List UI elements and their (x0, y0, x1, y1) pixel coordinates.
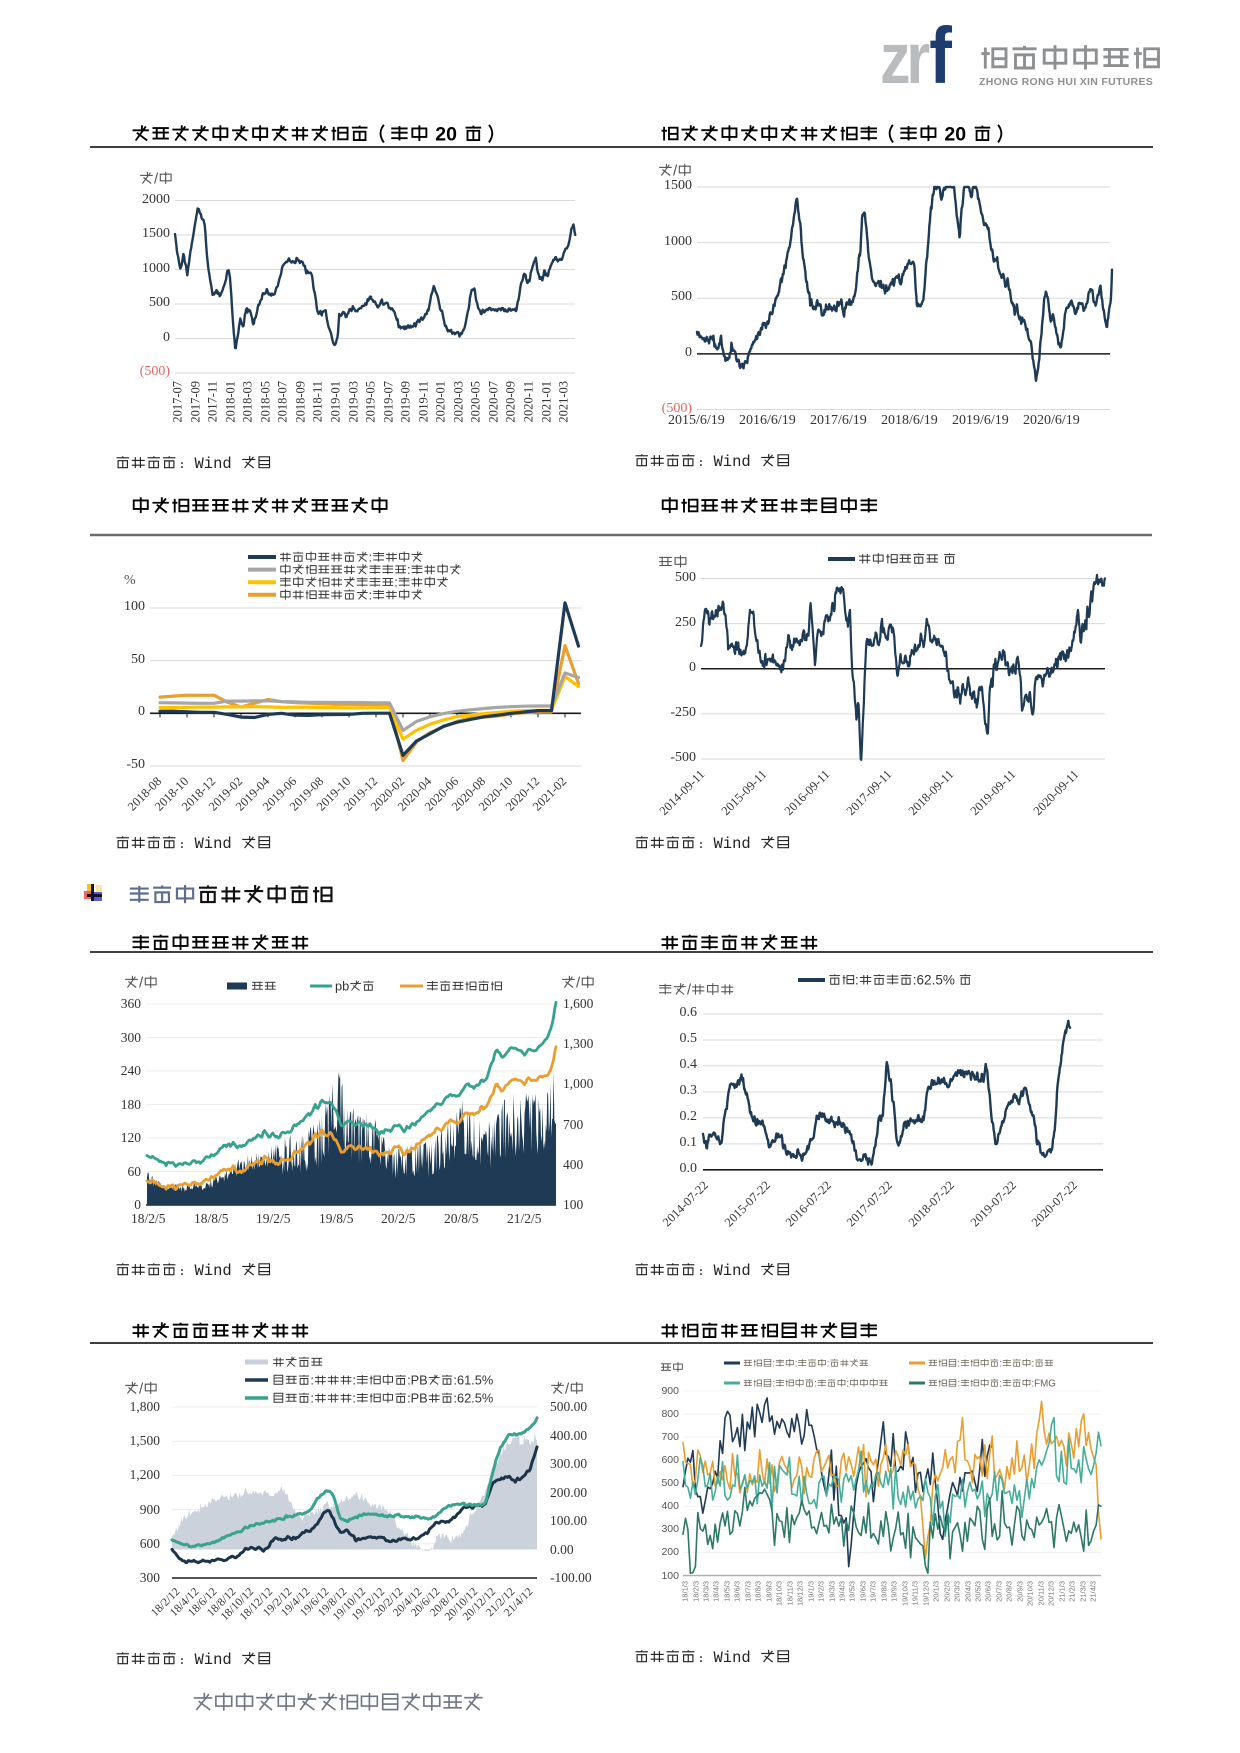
svg-text:/: / (139, 975, 144, 992)
svg-text:20: 20 (944, 124, 966, 146)
svg-text::: : (407, 562, 411, 577)
svg-text::PB: :PB (407, 1373, 428, 1388)
svg-text:Wind: Wind (714, 453, 751, 471)
svg-text::: : (795, 1359, 798, 1370)
svg-text:Wind: Wind (195, 1651, 232, 1669)
svg-text:/: / (139, 1381, 144, 1398)
svg-text:/: / (576, 975, 581, 992)
svg-text::: : (310, 1391, 314, 1406)
svg-text::: : (957, 1359, 960, 1370)
svg-text::: : (827, 1359, 830, 1370)
svg-text::: : (999, 1359, 1002, 1370)
svg-text:20: 20 (435, 124, 457, 146)
svg-text:/: / (687, 983, 692, 999)
svg-text::: : (772, 1379, 775, 1390)
svg-text:Wind: Wind (714, 835, 751, 853)
svg-text::61.5%: :61.5% (453, 1373, 493, 1388)
svg-text::: : (1031, 1359, 1034, 1370)
svg-text::: : (846, 1379, 849, 1390)
svg-text:/: / (154, 171, 159, 188)
svg-text::: : (352, 1373, 356, 1388)
svg-text::62.5%: :62.5% (913, 973, 955, 988)
svg-text::: : (855, 973, 859, 988)
svg-text:Wind: Wind (195, 1262, 232, 1280)
svg-text::: : (394, 575, 398, 590)
svg-text::: : (999, 1379, 1002, 1390)
svg-text:Wind: Wind (714, 1262, 751, 1280)
svg-text::FMG: :FMG (1031, 1379, 1056, 1390)
svg-text::: : (369, 587, 373, 602)
svg-text:Wind: Wind (195, 455, 232, 473)
svg-text::PB: :PB (407, 1391, 428, 1406)
svg-text:/: / (673, 163, 678, 180)
svg-text::: : (310, 1373, 314, 1388)
svg-text:/: / (565, 1381, 570, 1398)
svg-text::: : (957, 1379, 960, 1390)
svg-text:Wind: Wind (714, 1649, 751, 1667)
svg-text:Wind: Wind (195, 835, 232, 853)
svg-text::: : (352, 1391, 356, 1406)
svg-text::: : (772, 1359, 775, 1370)
svg-text:pb: pb (335, 979, 349, 994)
svg-text::: : (369, 550, 373, 565)
svg-text::62.5%: :62.5% (453, 1391, 493, 1406)
svg-text::: : (814, 1379, 817, 1390)
